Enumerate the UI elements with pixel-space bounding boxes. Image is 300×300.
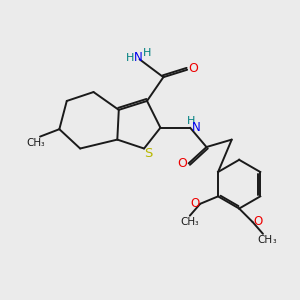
Text: O: O [190,197,200,210]
Text: CH: CH [180,217,195,227]
Text: S: S [144,147,152,161]
Text: H: H [143,48,151,59]
Text: ₃: ₃ [40,139,44,148]
Text: ₃: ₃ [272,236,276,245]
Text: O: O [188,62,198,75]
Text: N: N [134,51,142,64]
Text: ₃: ₃ [194,218,198,227]
Text: N: N [192,121,201,134]
Text: CH: CH [26,138,41,148]
Text: CH: CH [258,236,273,245]
Text: O: O [177,157,187,170]
Text: O: O [253,215,262,228]
Text: H: H [126,53,134,63]
Text: H: H [187,116,195,126]
